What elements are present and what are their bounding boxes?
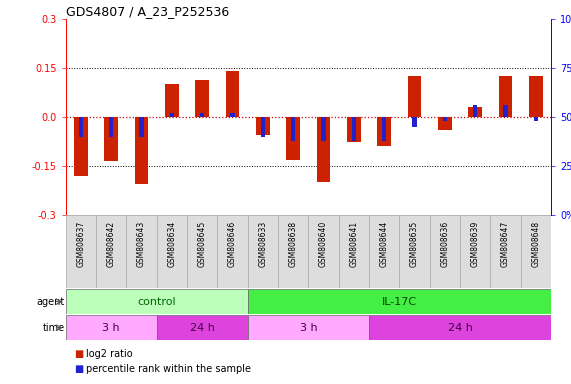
Bar [66,215,96,288]
Bar [200,113,204,117]
Bar [498,76,512,117]
Bar [109,117,114,137]
Bar [377,117,391,147]
Bar [156,215,187,288]
Bar [399,215,430,288]
Text: 3 h: 3 h [102,323,120,333]
Bar [66,289,248,314]
Text: 24 h: 24 h [448,323,472,333]
Bar [533,117,538,121]
Bar [278,215,308,288]
Bar [382,117,387,141]
Bar [218,215,248,288]
Bar [408,76,421,117]
Bar [74,117,88,176]
Text: GSM808641: GSM808641 [349,221,359,267]
Bar [291,117,295,141]
Text: IL-17C: IL-17C [382,296,417,307]
Bar [256,117,270,135]
Bar [66,315,156,340]
Text: agent: agent [37,296,65,307]
Bar [165,84,179,117]
Text: GSM808637: GSM808637 [77,221,85,267]
Bar [490,215,521,288]
Bar [156,315,248,340]
Bar [248,289,551,314]
Bar [321,117,326,141]
Bar [170,113,174,117]
Text: GSM808639: GSM808639 [471,221,480,267]
Bar [347,117,361,142]
Bar [339,215,369,288]
Text: percentile rank within the sample: percentile rank within the sample [86,364,251,374]
Text: ■: ■ [74,349,83,359]
Bar [317,117,331,182]
Text: GSM808644: GSM808644 [380,221,389,267]
Text: GSM808633: GSM808633 [258,221,267,267]
Text: GSM808646: GSM808646 [228,221,237,267]
Bar [96,215,126,288]
Bar [468,108,482,117]
Bar [260,117,265,137]
Text: GSM808634: GSM808634 [167,221,176,267]
Bar [248,315,369,340]
Text: GSM808645: GSM808645 [198,221,207,267]
Bar [529,76,542,117]
Bar [521,215,551,288]
Text: GSM808648: GSM808648 [532,221,540,267]
Bar [135,117,148,184]
Bar [352,117,356,141]
Bar [369,315,551,340]
Text: control: control [138,296,176,307]
Text: GSM808638: GSM808638 [289,221,297,267]
Bar [412,117,417,127]
Bar [79,117,83,137]
Text: GSM808642: GSM808642 [107,221,116,267]
Bar [248,215,278,288]
Bar [226,71,239,117]
Text: GSM808643: GSM808643 [137,221,146,267]
Text: 24 h: 24 h [190,323,215,333]
Text: ■: ■ [74,364,83,374]
Bar [195,79,209,117]
Bar [430,215,460,288]
Text: GSM808635: GSM808635 [410,221,419,267]
Bar [286,117,300,160]
Bar [443,117,447,121]
Bar [139,117,144,137]
Bar [460,215,490,288]
Bar [369,215,399,288]
Text: 3 h: 3 h [300,323,317,333]
Bar [230,113,235,117]
Bar [126,215,156,288]
Bar [473,105,477,117]
Bar [438,117,452,130]
Text: GDS4807 / A_23_P252536: GDS4807 / A_23_P252536 [66,5,229,18]
Bar [104,117,118,161]
Bar [503,105,508,117]
Bar [308,215,339,288]
Text: log2 ratio: log2 ratio [86,349,132,359]
Bar [187,215,218,288]
Text: GSM808640: GSM808640 [319,221,328,267]
Text: GSM808636: GSM808636 [440,221,449,267]
Text: GSM808647: GSM808647 [501,221,510,267]
Text: time: time [43,323,65,333]
